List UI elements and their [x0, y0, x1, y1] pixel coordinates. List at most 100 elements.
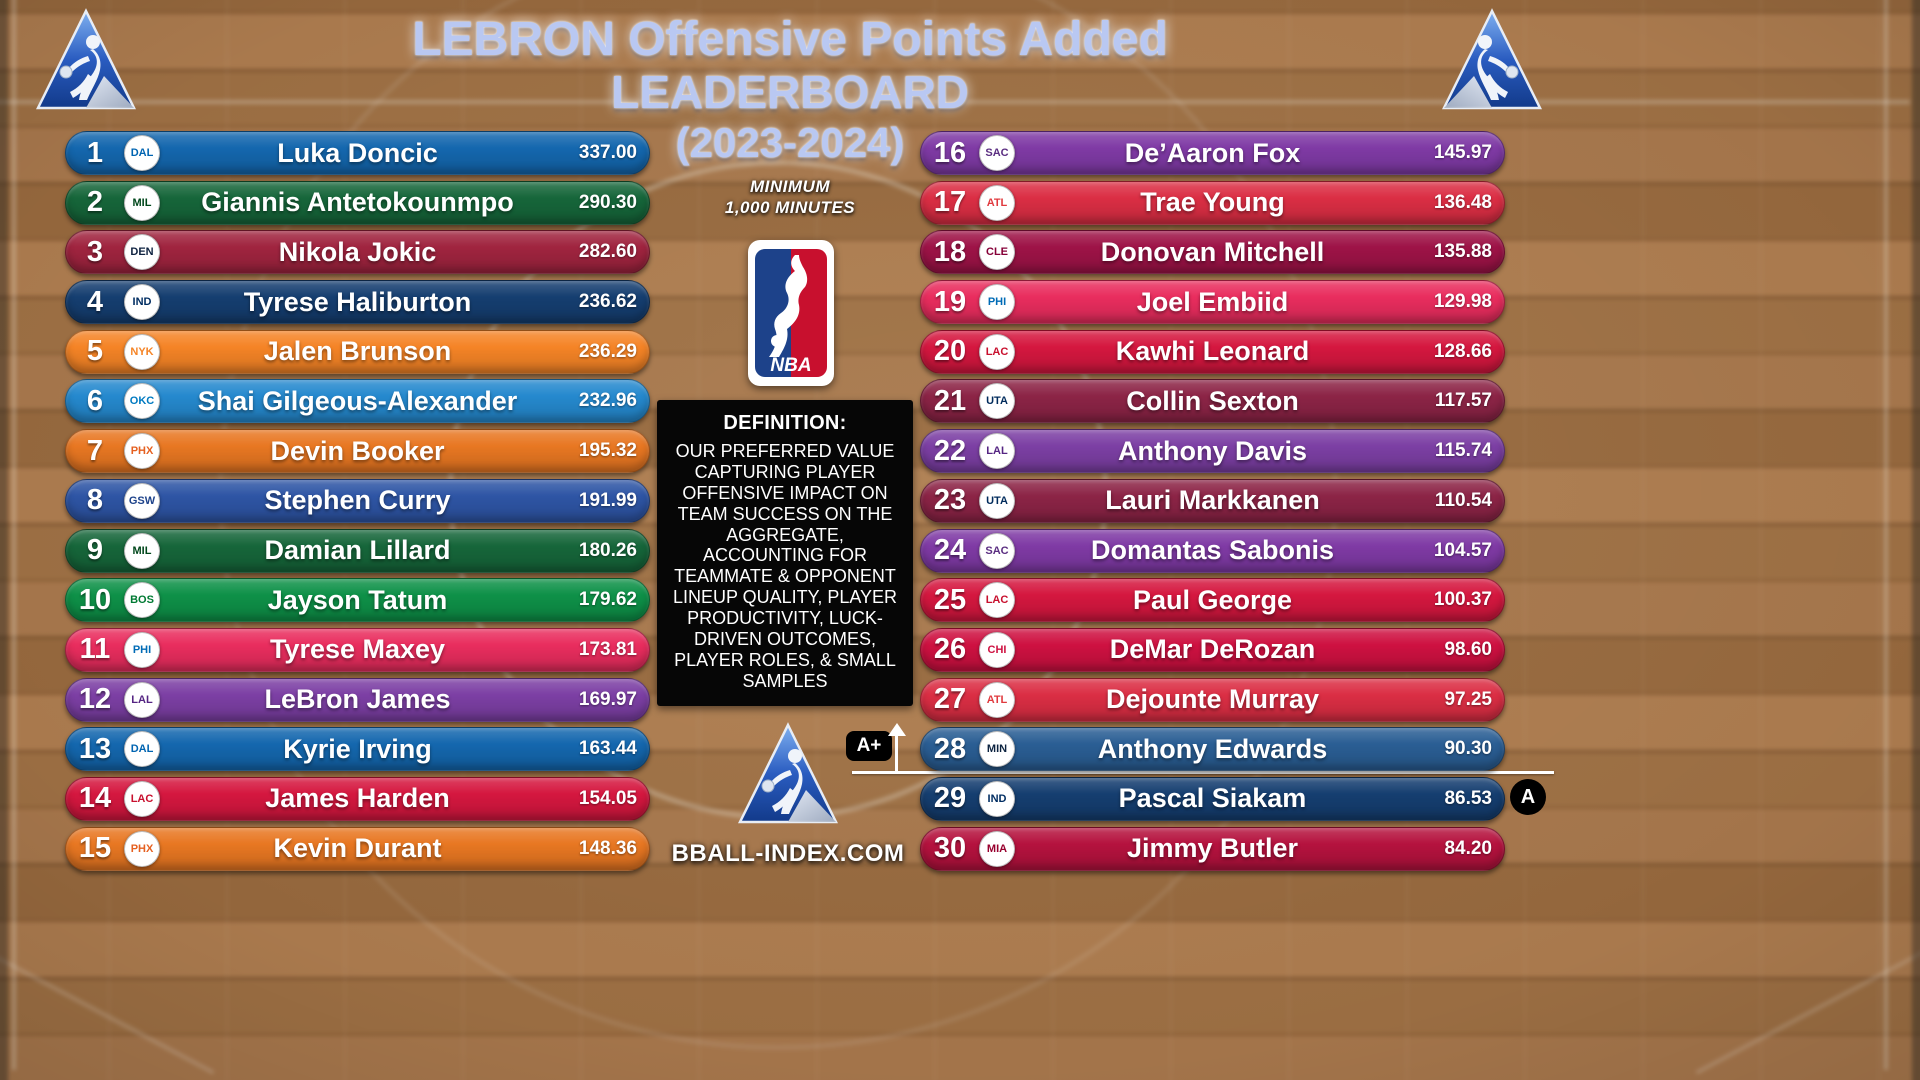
player-value: 145.97	[1433, 142, 1492, 163]
team-logo-lac: LAC	[979, 333, 1015, 370]
rank-label: 4	[86, 285, 104, 318]
court-line-top	[0, 100, 1910, 104]
player-value: 282.60	[578, 241, 637, 263]
leaderboard-row: 23 UTA Lauri Markkanen 110.54	[920, 478, 1505, 523]
rank-label: 22	[933, 434, 967, 467]
court-line-right	[1884, 0, 1888, 1070]
player-name: Trae Young	[1140, 187, 1285, 218]
player-value: 154.05	[578, 787, 637, 809]
team-logo-atl: ATL	[979, 681, 1015, 718]
team-logo-phi: PHI	[124, 631, 160, 668]
leaderboard-row: 8 GSW Stephen Curry 191.99	[65, 478, 650, 523]
player-value: 173.81	[578, 638, 637, 660]
team-logo-uta: UTA	[979, 383, 1015, 420]
leaderboard-row: 11 PHI Tyrese Maxey 173.81	[65, 627, 650, 672]
leaderboard-row: 15 PHX Kevin Durant 148.36	[65, 826, 650, 871]
player-value: 180.26	[578, 539, 637, 561]
left-list: 1 DAL Luka Doncic 337.00 2 MIL Giannis Antetok…	[65, 131, 650, 871]
player-value: 115.74	[1434, 440, 1492, 462]
player-value: 136.48	[1433, 191, 1492, 213]
rank-label: 5	[86, 335, 104, 368]
leaderboard-row: 20 LAC Kawhi Leonard 128.66	[920, 329, 1505, 374]
team-logo-dal: DAL	[124, 135, 160, 171]
player-value: 169.97	[578, 688, 637, 710]
leaderboard-row: 24 SAC Domantas Sabonis 104.57	[920, 528, 1505, 573]
team-logo-nyk: NYK	[124, 333, 160, 370]
player-value: 129.98	[1433, 291, 1492, 313]
player-name: Domantas Sabonis	[1090, 535, 1335, 565]
rank-label: 20	[933, 335, 967, 368]
bball-index-logo-top-right	[1442, 8, 1542, 110]
leaderboard-row: 27 ATL Dejounte Murray 97.25	[920, 677, 1505, 722]
leaderboard-row: 14 LAC James Harden 154.05	[65, 776, 650, 821]
nba-logo: NBA	[748, 240, 834, 386]
player-value: 337.00	[578, 142, 637, 163]
player-name: Donovan Mitchell	[1100, 236, 1325, 267]
player-name: Tyrese Haliburton	[243, 286, 472, 317]
leaderboard-row: 12 LAL LeBron James 169.97	[65, 677, 650, 722]
team-logo-chi: CHI	[979, 631, 1015, 668]
player-name: Stephen Curry	[264, 485, 451, 516]
player-value: 128.66	[1433, 340, 1492, 362]
team-logo-ind: IND	[124, 284, 160, 321]
page-title: LEBRON Offensive Points Added LEADERBOAR…	[250, 14, 1330, 168]
player-value: 84.20	[1444, 837, 1492, 859]
player-value: 179.62	[578, 589, 637, 611]
team-logo-atl: ATL	[979, 184, 1015, 221]
right-list: 16 SAC De’Aaron Fox 145.97 17 ATL Trae Young 13…	[920, 131, 1505, 871]
rank-label: 24	[933, 534, 967, 566]
rank-label: 29	[933, 782, 967, 815]
leaderboard-row: 21 UTA Collin Sexton 117.57	[920, 379, 1505, 424]
player-name: Damian Lillard	[264, 535, 451, 565]
court-edge-left	[0, 0, 8, 1080]
leaderboard-row: 6 OKC Shai Gilgeous-Alexander 232.96	[65, 379, 650, 424]
rank-label: 17	[933, 186, 967, 219]
nba-wordmark: NBA	[770, 355, 811, 376]
rank-label: 16	[933, 136, 967, 169]
player-value: 236.62	[578, 291, 637, 313]
player-value: 110.54	[1434, 489, 1492, 511]
definition-box: DEFINITION: OUR PREFERRED VALUE CAPTURIN…	[657, 400, 913, 706]
rank-label: 9	[86, 534, 104, 566]
player-name: Lauri Markkanen	[1105, 485, 1320, 516]
rank-label: 12	[78, 683, 112, 716]
rank-label: 7	[86, 434, 104, 467]
grade-a-plus-badge: A+	[846, 731, 892, 761]
leaderboard-row: 2 MIL Giannis Antetokounmpo 290.30	[65, 180, 650, 225]
player-name: Luka Doncic	[277, 137, 438, 168]
team-logo-sac: SAC	[979, 135, 1015, 171]
minimum-line-2: 1,000 MINUTES	[724, 198, 856, 217]
player-value: 135.88	[1433, 241, 1492, 263]
title-line-3: (2023-2024)	[675, 119, 905, 166]
player-value: 117.57	[1434, 390, 1492, 412]
grade-a-badge: A	[1510, 779, 1546, 815]
player-name: Joel Embiid	[1136, 286, 1289, 317]
rank-label: 19	[933, 285, 967, 318]
player-name: Giannis Antetokounmpo	[201, 187, 514, 218]
rank-label: 21	[933, 384, 967, 417]
team-logo-mil: MIL	[124, 184, 160, 221]
player-value: 195.32	[578, 440, 637, 462]
player-value: 163.44	[578, 738, 637, 760]
leaderboard-row: 26 CHI DeMar DeRozan 98.60	[920, 627, 1505, 672]
leaderboard-row: 19 PHI Joel Embiid 129.98	[920, 280, 1505, 325]
bball-index-logo-top-left	[36, 8, 136, 110]
center-circle-outer	[218, 0, 1338, 1050]
leaderboard-row: 29 IND Pascal Siakam 86.53	[920, 776, 1505, 821]
leaderboard-row: 25 LAC Paul George 100.37	[920, 578, 1505, 623]
team-logo-ind: IND	[979, 780, 1015, 817]
player-name: Collin Sexton	[1126, 385, 1299, 416]
bball-index-logo-bottom	[738, 722, 838, 824]
rank-label: 27	[933, 683, 967, 716]
leaderboard-row: 18 CLE Donovan Mitchell 135.88	[920, 230, 1505, 275]
rank-label: 2	[86, 186, 104, 219]
rank-label: 3	[86, 235, 104, 268]
team-logo-phx: PHX	[124, 433, 160, 470]
team-logo-den: DEN	[124, 234, 160, 271]
player-name: Jayson Tatum	[267, 584, 448, 615]
player-name: Pascal Siakam	[1118, 783, 1307, 814]
player-name: Devin Booker	[270, 435, 445, 466]
rank-label: 14	[78, 782, 112, 815]
player-name: Kyrie Irving	[283, 733, 432, 764]
leaderboard-row: 3 DEN Nikola Jokic 282.60	[65, 230, 650, 275]
